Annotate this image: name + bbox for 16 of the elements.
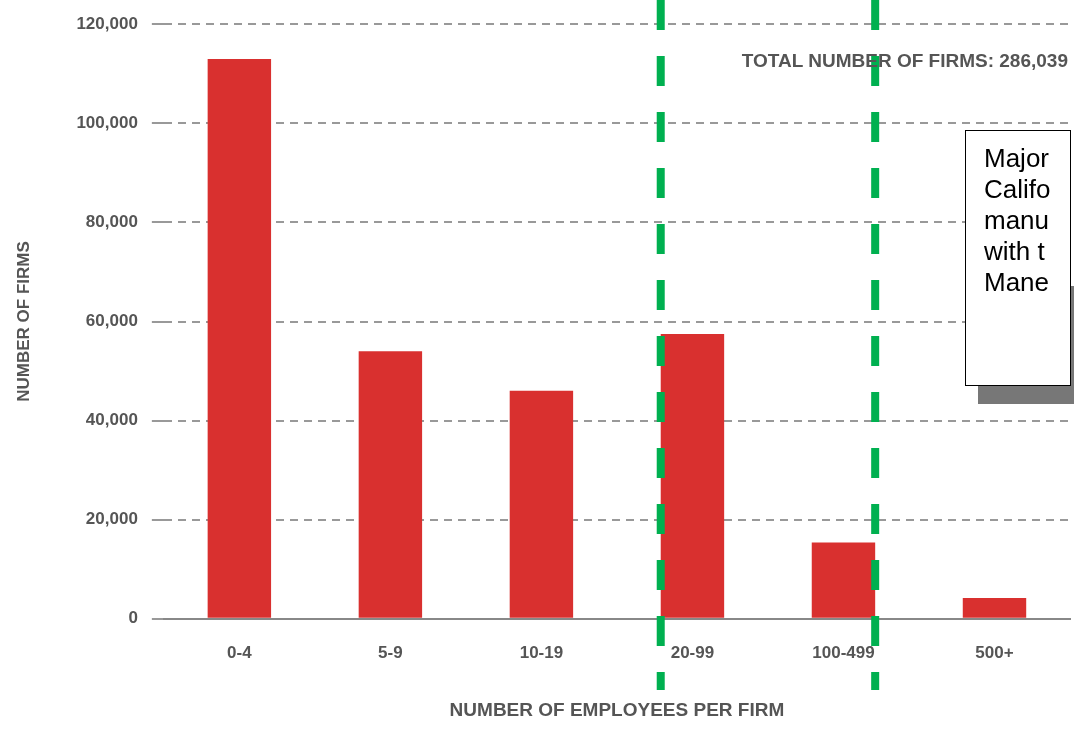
y-tick-label: 60,000	[85, 311, 138, 331]
y-tick-label: 0	[128, 608, 138, 628]
y-tick-label: 80,000	[85, 212, 138, 232]
y-tick-label: 20,000	[85, 509, 138, 529]
x-tick-label: 20-99	[670, 642, 715, 662]
x-tick-label: 500+	[975, 642, 1014, 662]
x-tick-label: 5-9	[378, 642, 403, 662]
y-tick-label: 40,000	[85, 410, 138, 430]
callout-box: Major Califo manu with t Mane	[965, 130, 1071, 386]
y-axis-title: NUMBER OF FIRMS	[13, 241, 33, 402]
x-axis-title: NUMBER OF EMPLOYEES PER FIRM	[449, 698, 785, 720]
x-tick-label: 10-19	[519, 642, 564, 662]
y-tick-label: 120,000	[76, 13, 138, 33]
x-tick-label: 100-499	[812, 642, 875, 662]
y-tick-label: 100,000	[76, 112, 138, 132]
x-tick-label: 0-4	[227, 642, 253, 662]
